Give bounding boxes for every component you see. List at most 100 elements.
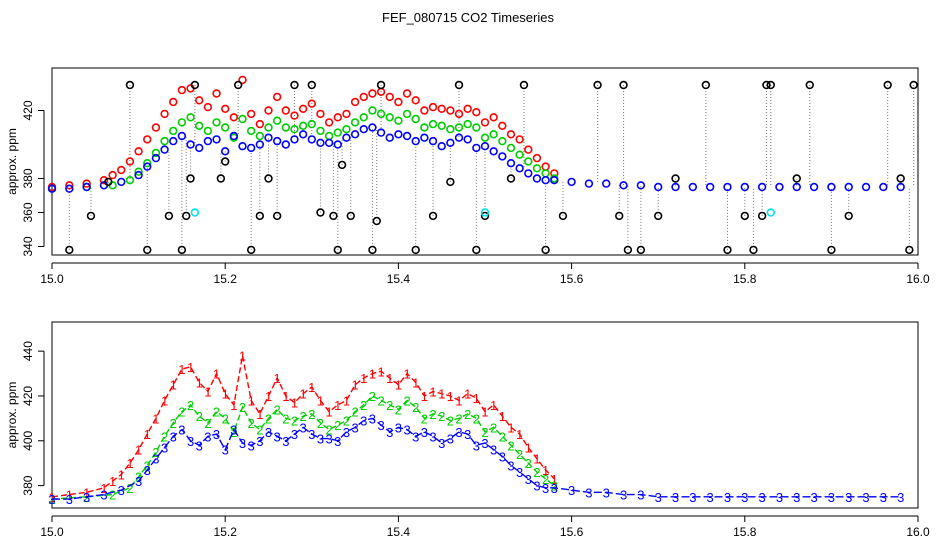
series-marker-green: 2: [533, 465, 540, 480]
series-marker-blue: 3: [655, 490, 662, 505]
point-blue: [757, 182, 767, 192]
series-marker-blue: 3: [317, 432, 324, 447]
series-marker-blue: 3: [343, 425, 350, 440]
point-red: [290, 111, 299, 120]
point-black: [558, 211, 568, 221]
series-marker-blue: 3: [395, 420, 402, 435]
series-marker-blue: 3: [66, 492, 73, 507]
series-marker-green: 2: [300, 409, 307, 424]
series-marker-blue: 3: [152, 452, 159, 467]
series-marker-blue: 3: [300, 420, 307, 435]
point-red: [143, 135, 152, 144]
point-black: [186, 174, 195, 183]
point-red: [298, 104, 308, 114]
point-green: [472, 123, 481, 132]
point-black: [723, 245, 732, 255]
point-cyan: [480, 208, 490, 217]
series-marker-blue: 3: [542, 481, 549, 496]
series-marker-green: 2: [525, 456, 532, 471]
series-marker-blue: 3: [248, 438, 255, 453]
point-red: [446, 106, 455, 115]
point-black: [329, 211, 338, 221]
point-blue: [394, 130, 403, 139]
series-marker-green: 2: [265, 411, 272, 426]
point-red: [420, 106, 429, 115]
point-blue: [636, 181, 646, 190]
series-marker-green: 2: [213, 405, 220, 420]
point-black: [337, 160, 347, 170]
point-black: [333, 245, 342, 255]
point-black: [104, 177, 113, 187]
series-marker-red: 1: [360, 371, 367, 386]
series-marker-red: 1: [196, 376, 203, 391]
point-green: [385, 113, 394, 122]
point-blue: [671, 182, 680, 192]
series-marker-green: 2: [326, 423, 333, 438]
point-black: [376, 80, 386, 90]
point-red: [264, 106, 273, 115]
point-green: [125, 176, 135, 185]
point-red: [480, 118, 490, 127]
point-red: [394, 97, 403, 107]
point-blue: [290, 135, 299, 144]
series-marker-red: 1: [100, 481, 107, 496]
point-blue: [65, 184, 74, 193]
series-marker-green: 2: [429, 407, 436, 422]
point-black: [905, 245, 914, 255]
point-black: [480, 211, 490, 221]
point-black: [221, 157, 230, 166]
point-green: [350, 118, 360, 127]
x-tick-label: 15.6: [560, 525, 584, 539]
series-marker-red: 1: [230, 398, 237, 413]
point-green: [307, 119, 316, 129]
point-green: [359, 113, 368, 122]
series-marker-blue: 3: [213, 427, 220, 442]
point-blue: [82, 182, 91, 192]
point-blue: [775, 182, 784, 192]
series-marker-blue: 3: [551, 481, 558, 496]
point-red: [498, 121, 507, 131]
point-blue: [446, 138, 455, 148]
point-blue: [515, 164, 524, 173]
series-line-red: [51, 355, 555, 498]
y-tick-label: 440: [21, 341, 35, 361]
point-red: [541, 162, 550, 171]
point-blue: [506, 159, 516, 168]
point-blue: [844, 182, 853, 192]
series-marker-red: 1: [377, 364, 384, 379]
point-red: [65, 181, 74, 190]
series-marker-red: 1: [187, 360, 194, 375]
point-green: [281, 123, 291, 132]
figure-title: FEF_080715 CO2 Timeseries: [382, 10, 554, 25]
point-green: [532, 164, 542, 173]
point-blue: [212, 135, 221, 144]
point-blue: [298, 130, 308, 139]
point-black: [653, 211, 663, 221]
series-marker-blue: 3: [724, 490, 731, 505]
point-blue: [541, 176, 550, 185]
point-blue: [229, 131, 239, 141]
point-green: [169, 126, 178, 136]
series-marker-green: 2: [360, 398, 367, 413]
series-marker-blue: 3: [897, 490, 904, 505]
point-red: [203, 102, 213, 112]
point-blue: [740, 182, 749, 192]
point-black: [805, 80, 814, 90]
point-red: [333, 113, 342, 122]
series-marker-green: 2: [274, 402, 281, 417]
series-marker-green: 2: [386, 398, 393, 413]
point-blue: [350, 130, 360, 139]
point-black: [86, 211, 96, 221]
point-black: [749, 245, 758, 255]
series-marker-red: 1: [300, 387, 307, 402]
series-marker-blue: 3: [377, 418, 384, 433]
series-marker-green: 2: [161, 429, 168, 444]
point-black: [896, 174, 905, 183]
point-black: [290, 80, 299, 90]
point-blue: [792, 182, 801, 192]
point-black: [909, 80, 918, 90]
series-marker-blue: 3: [118, 483, 125, 498]
series-marker-red: 1: [118, 467, 125, 482]
series-marker-red: 1: [369, 367, 376, 382]
series-marker-green: 2: [490, 420, 497, 435]
